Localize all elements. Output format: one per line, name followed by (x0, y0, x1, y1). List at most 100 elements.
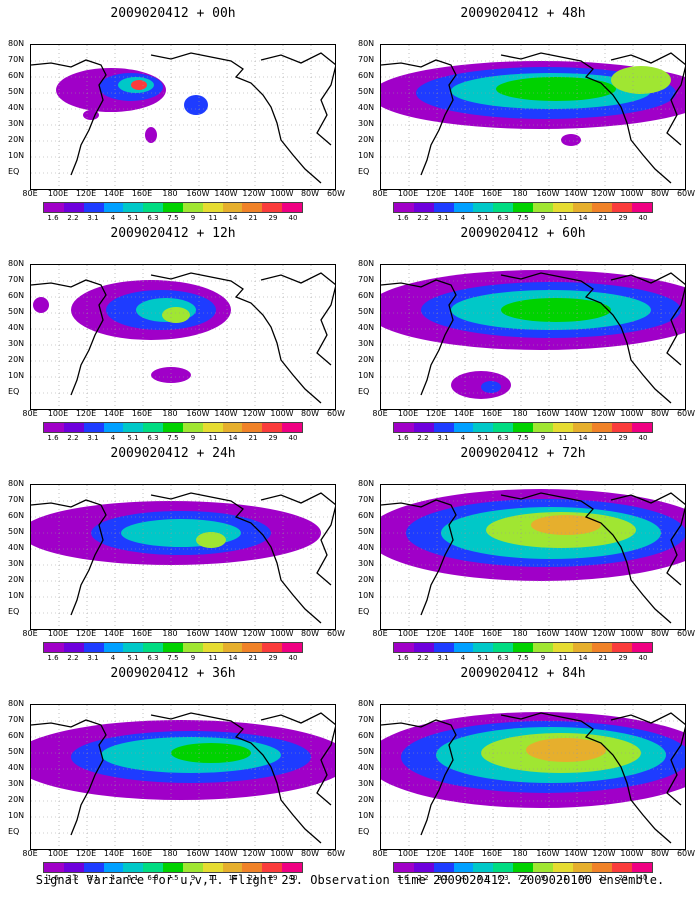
colorbar-label: 2.2 (67, 874, 79, 882)
colorbar (43, 202, 303, 213)
colorbar-label: 1.6 (397, 214, 409, 222)
latitude-label: 20N (358, 575, 375, 584)
colorbar-label: 2.2 (67, 434, 79, 442)
latitude-label: 10N (8, 591, 25, 600)
colorbar-swatch (473, 863, 494, 872)
latitude-label: 40N (358, 323, 375, 332)
latitude-label: 10N (358, 151, 375, 160)
panel-title: 2009020412 + 60h (460, 226, 586, 241)
longitude-label: 140W (564, 189, 588, 198)
colorbar-swatch (433, 423, 454, 432)
colorbar-label: 40 (638, 214, 648, 222)
latitude-label: 20N (8, 575, 25, 584)
longitude-label: 100W (270, 629, 294, 638)
longitude-label: 80E (372, 849, 388, 858)
variance-map (380, 704, 686, 850)
longitude-label: 120E (425, 409, 447, 418)
colorbar (393, 422, 653, 433)
colorbar-swatch (473, 423, 494, 432)
latitude-label: 50N (8, 307, 25, 316)
colorbar-swatch (632, 203, 652, 212)
latitude-label: 30N (8, 119, 25, 128)
longitude-label: 160E (481, 849, 503, 858)
longitude-label: 160E (131, 409, 153, 418)
variance-contour (184, 95, 208, 115)
latitude-label: EQ (358, 387, 370, 396)
latitude-label: EQ (358, 827, 370, 836)
colorbar-label: 3.1 (87, 214, 99, 222)
colorbar-label: 5.1 (477, 434, 489, 442)
colorbar-swatch (282, 203, 302, 212)
coastline (31, 492, 335, 624)
colorbar-label: 40 (288, 214, 298, 222)
colorbar-label: 3.1 (437, 434, 449, 442)
longitude-label: 60W (676, 409, 696, 418)
colorbar-swatch (572, 423, 593, 432)
colorbar-label: 11 (558, 874, 568, 882)
colorbar-label: 21 (248, 434, 258, 442)
colorbar-label: 4 (110, 654, 116, 662)
colorbar-label: 9 (540, 654, 546, 662)
colorbar-label: 14 (228, 214, 238, 222)
colorbar-label: 40 (638, 434, 648, 442)
colorbar-swatch (44, 643, 64, 652)
longitude-label: 120E (425, 849, 447, 858)
colorbar-label: 5.1 (127, 654, 139, 662)
map-panel: 2009020412 + 84h 80N 70N 60N 50N 40N 30N 20N 10N… (358, 666, 698, 884)
longitude-label: 160E (481, 409, 503, 418)
latitude-label: 40N (8, 103, 25, 112)
colorbar-swatch (632, 423, 652, 432)
longitude-label: 180 (512, 849, 528, 858)
longitude-label: 160W (186, 409, 210, 418)
colorbar-label: 3.1 (87, 874, 99, 882)
latitude-label: 50N (8, 87, 25, 96)
colorbar-label: 6.3 (147, 654, 159, 662)
colorbar-label: 21 (248, 654, 258, 662)
colorbar-swatch (493, 863, 514, 872)
latitude-label: 70N (358, 55, 375, 64)
colorbar-swatch (532, 423, 553, 432)
longitude-label: 160W (536, 409, 560, 418)
colorbar-swatch (572, 203, 593, 212)
latitude-label: 60N (8, 71, 25, 80)
longitude-label: 140W (214, 849, 238, 858)
colorbar-swatch (394, 643, 414, 652)
longitude-label: 140W (214, 189, 238, 198)
colorbar-swatch (572, 643, 593, 652)
map-panel: 2009020412 + 72h 80N 70N 60N 50N 40N 30N 20N 10N… (358, 446, 698, 664)
colorbar-swatch (282, 643, 302, 652)
colorbar-swatch (493, 203, 514, 212)
variance-contour (131, 80, 147, 90)
colorbar-swatch (182, 863, 203, 872)
colorbar-swatch (222, 203, 243, 212)
variance-contour (526, 738, 606, 762)
colorbar (393, 642, 653, 653)
colorbar-label: 21 (248, 874, 258, 882)
colorbar-label: 3.1 (437, 654, 449, 662)
colorbar-label: 2.2 (67, 214, 79, 222)
colorbar-swatch (202, 203, 223, 212)
colorbar-label: 21 (598, 874, 608, 882)
colorbar-swatch (632, 863, 652, 872)
colorbar-label: 6.3 (147, 874, 159, 882)
colorbar-swatch (513, 643, 533, 652)
colorbar-label: 14 (228, 654, 238, 662)
colorbar-swatch (143, 643, 164, 652)
longitude-label: 100E (397, 409, 419, 418)
colorbar-swatch (262, 863, 283, 872)
colorbar-swatch (513, 203, 533, 212)
longitude-label: 120W (592, 629, 616, 638)
colorbar-label: 9 (190, 874, 196, 882)
map-panel: 2009020412 + 36h 80N 70N 60N 50N 40N 30N 20N 10N… (8, 666, 348, 884)
coastline (31, 272, 335, 404)
latitude-label: EQ (358, 167, 370, 176)
longitude-label: 140W (214, 629, 238, 638)
longitude-label: 120E (75, 409, 97, 418)
variance-map (380, 484, 686, 630)
colorbar (43, 862, 303, 873)
longitude-label: 80W (300, 849, 320, 858)
colorbar-label: 1.6 (47, 654, 59, 662)
latitude-label: 60N (8, 291, 25, 300)
latitude-label: 70N (358, 275, 375, 284)
panel-title: 2009020412 + 24h (110, 446, 236, 461)
